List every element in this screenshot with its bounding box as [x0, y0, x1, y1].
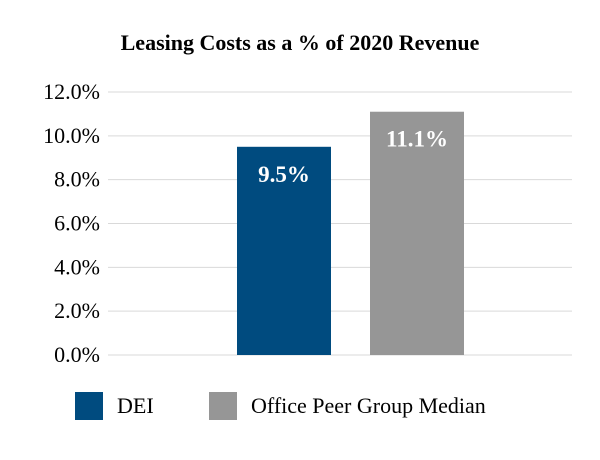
- legend-item-dei: DEI: [75, 392, 154, 420]
- legend-label-peer-median: Office Peer Group Median: [251, 393, 486, 418]
- y-tick-label: 6.0%: [54, 211, 100, 236]
- legend-swatch-dei: [75, 392, 103, 420]
- chart-title: Leasing Costs as a % of 2020 Revenue: [120, 30, 480, 55]
- legend-item-peer-median: Office Peer Group Median: [209, 392, 486, 420]
- y-tick-label: 4.0%: [54, 254, 100, 279]
- legend-label-dei: DEI: [117, 393, 154, 418]
- y-tick-label: 0.0%: [54, 342, 100, 367]
- bar-data-label: 9.5%: [258, 162, 310, 187]
- y-tick-label: 2.0%: [54, 298, 100, 323]
- legend-swatch-peer-median: [209, 392, 237, 420]
- y-tick-label: 8.0%: [54, 167, 100, 192]
- y-tick-label: 12.0%: [43, 79, 100, 104]
- bar-1: [370, 111, 464, 355]
- bar-data-label: 11.1%: [386, 127, 448, 152]
- bar-0: [237, 146, 331, 355]
- y-tick-label: 10.0%: [43, 123, 100, 148]
